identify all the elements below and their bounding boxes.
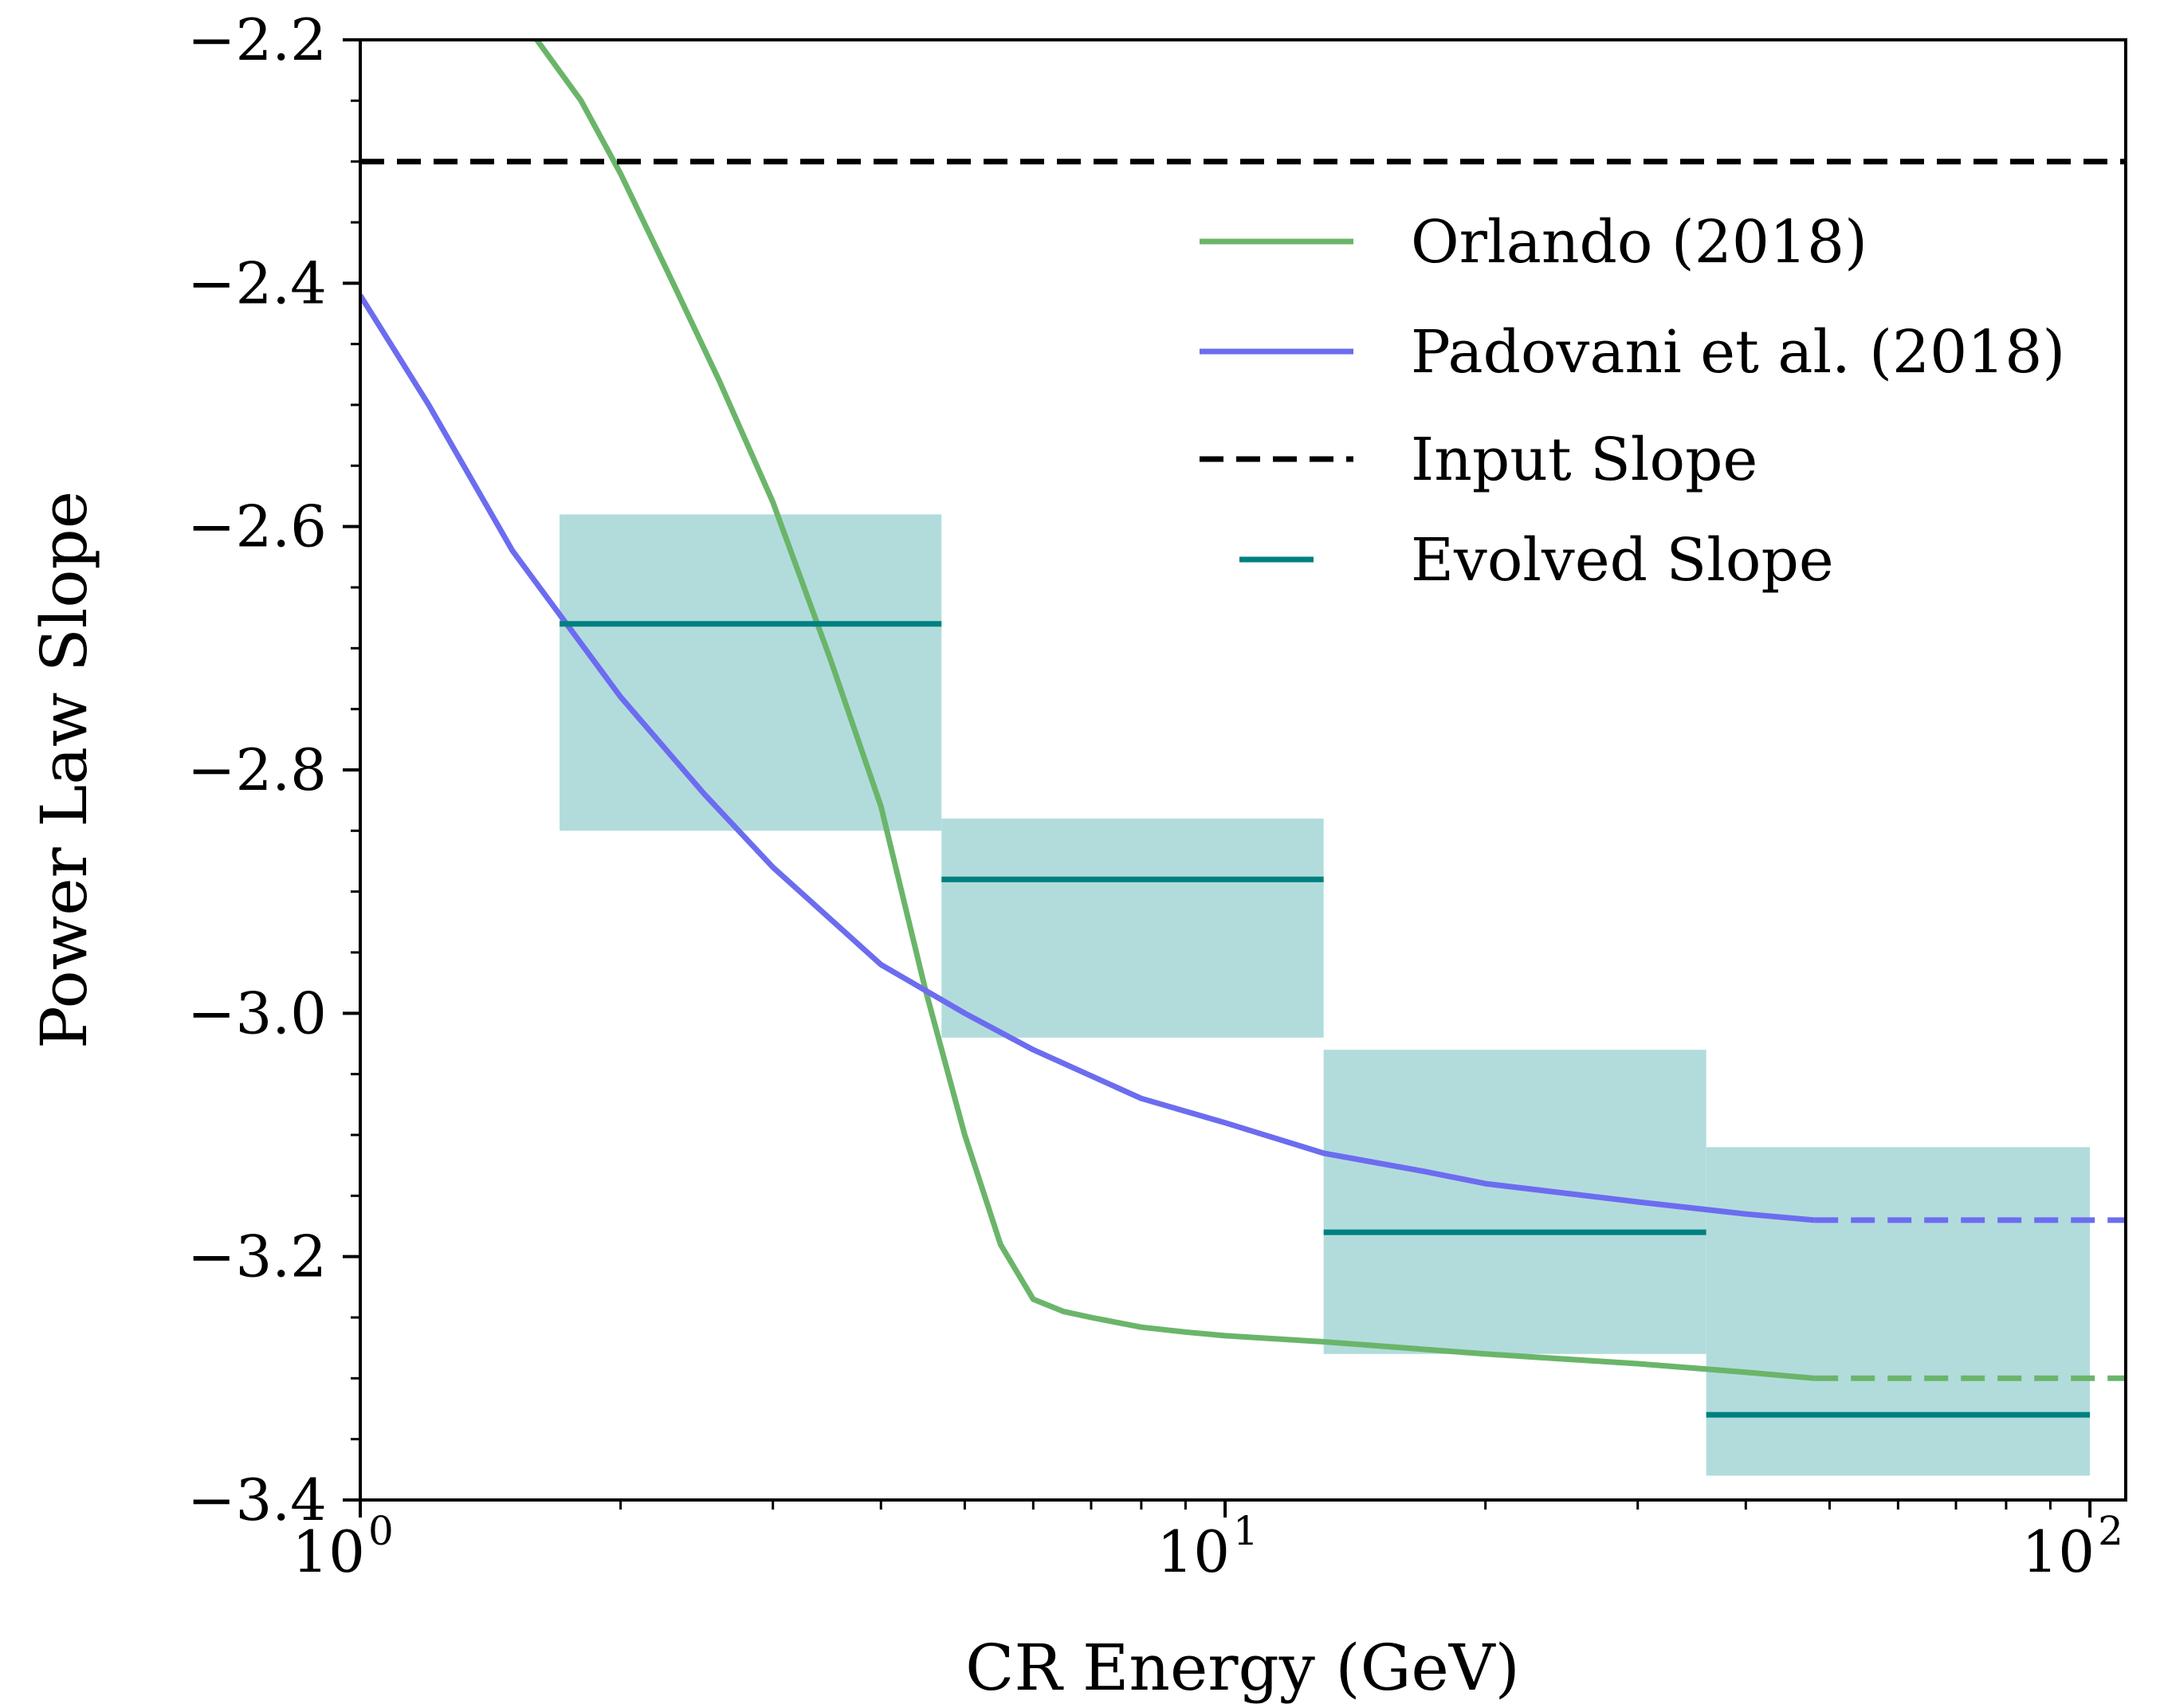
y-tick-label: −2.8 <box>187 736 327 803</box>
x-tick-base: 10 <box>2021 1518 2095 1585</box>
legend-item: Padovani et al. (2018) <box>1200 318 2065 387</box>
x-tick-label: 10 0 <box>292 1508 393 1585</box>
evolved-band-4 <box>1706 1147 2091 1476</box>
legend: Orlando (2018) Padovani et al. (2018) Inpu… <box>1200 208 2065 595</box>
x-axis: 10 0 10 1 10 2 <box>292 1500 2123 1585</box>
x-tick-exponent: 1 <box>1233 1508 1259 1554</box>
y-tick-label: −2.4 <box>187 249 327 316</box>
evolved-slope-bands <box>560 514 2091 1476</box>
legend-label: Padovani et al. (2018) <box>1411 318 2065 387</box>
x-tick-exponent: 2 <box>2098 1508 2123 1554</box>
evolved-band-1 <box>560 514 942 831</box>
y-tick-label: −3.2 <box>187 1223 327 1290</box>
x-tick-exponent: 0 <box>368 1508 394 1554</box>
x-tick-label: 10 1 <box>1157 1508 1258 1585</box>
evolved-band-2 <box>941 819 1324 1038</box>
legend-item: Orlando (2018) <box>1200 208 1867 277</box>
model-curves <box>360 40 2126 1381</box>
x-tick-label: 10 2 <box>2021 1508 2123 1585</box>
padovani-et-al-2018-line <box>360 293 1815 1223</box>
evolved-slope-lines <box>560 621 2091 1418</box>
y-axis-label: Power Law Slope <box>27 491 101 1049</box>
y-axis: −2.2 −2.4 −2.6 −2.8 −3.0 −3.2 −3.4 <box>187 6 360 1533</box>
x-tick-base: 10 <box>292 1518 365 1585</box>
legend-item: Input Slope <box>1200 426 1757 494</box>
y-tick-label: −3.4 <box>187 1467 327 1533</box>
legend-label: Orlando (2018) <box>1411 208 1867 277</box>
y-tick-label: −2.6 <box>187 493 327 560</box>
y-tick-label: −2.2 <box>187 6 327 73</box>
orlando-2018-line <box>534 40 1815 1381</box>
legend-item: Evolved Slope <box>1239 526 1834 595</box>
legend-label: Input Slope <box>1411 426 1757 494</box>
legend-label: Evolved Slope <box>1411 526 1834 595</box>
x-tick-base: 10 <box>1157 1518 1230 1585</box>
x-axis-label: CR Energy (GeV) <box>965 1631 1520 1705</box>
y-tick-label: −3.0 <box>187 980 327 1046</box>
